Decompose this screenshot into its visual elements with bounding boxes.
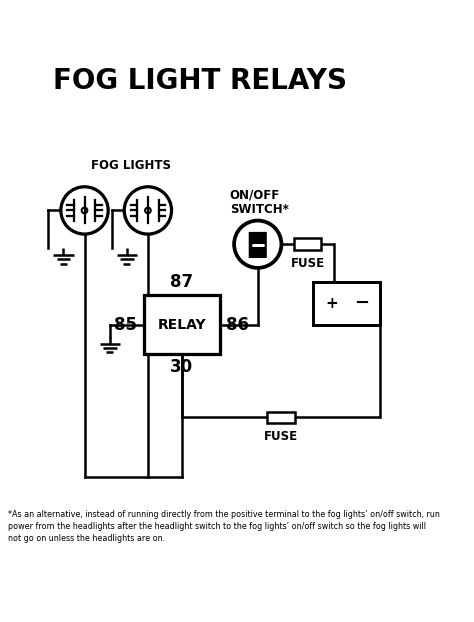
Text: 86: 86: [227, 315, 249, 333]
Text: RELAY: RELAY: [157, 317, 206, 332]
Text: FUSE: FUSE: [264, 430, 298, 443]
Circle shape: [82, 208, 87, 213]
Bar: [144, 295, 220, 354]
Bar: [294, 238, 321, 250]
Text: 85: 85: [114, 315, 137, 333]
FancyBboxPatch shape: [249, 232, 267, 258]
Text: FOG LIGHTS: FOG LIGHTS: [91, 159, 171, 172]
Circle shape: [124, 187, 172, 234]
Circle shape: [234, 221, 282, 268]
Text: *As an alternative, instead of running directly from the positive terminal to th: *As an alternative, instead of running d…: [9, 511, 440, 543]
Text: FUSE: FUSE: [291, 257, 325, 270]
Bar: [267, 412, 294, 424]
Circle shape: [61, 187, 108, 234]
Text: FOG LIGHT RELAYS: FOG LIGHT RELAYS: [53, 67, 347, 95]
Text: −: −: [354, 294, 369, 312]
Bar: [313, 282, 380, 325]
Circle shape: [145, 208, 151, 213]
Text: +: +: [325, 296, 338, 311]
Text: 87: 87: [170, 272, 193, 290]
Text: ON/OFF
SWITCH*: ON/OFF SWITCH*: [230, 188, 289, 216]
Text: 30: 30: [170, 358, 193, 376]
